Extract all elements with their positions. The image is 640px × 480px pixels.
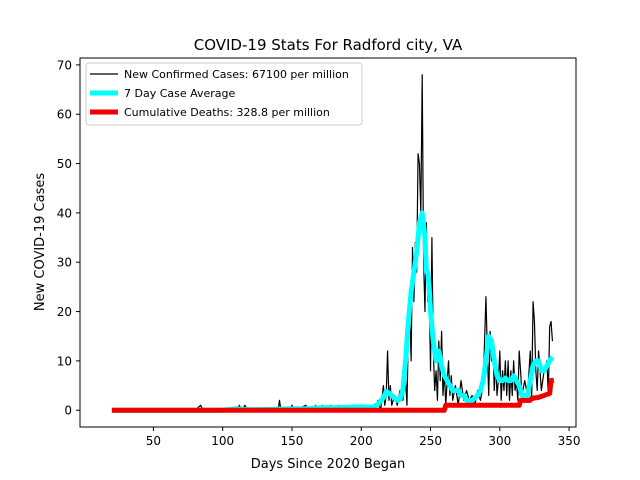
x-tick-label: 350 [558, 434, 581, 448]
plot-area [111, 74, 555, 413]
x-tick-label: 100 [211, 434, 234, 448]
y-tick-label: 0 [64, 404, 72, 418]
x-tick-label: 250 [419, 434, 442, 448]
y-tick-label: 60 [57, 108, 72, 122]
legend-box [85, 62, 363, 126]
x-axis: 50 100 150 200 250 300 350 [146, 427, 581, 448]
y-tick-label: 70 [57, 58, 72, 72]
x-tick-label: 50 [146, 434, 161, 448]
x-tick-label: 300 [488, 434, 511, 448]
y-tick-label: 50 [57, 157, 72, 171]
y-tick-label: 40 [57, 206, 72, 220]
legend-label-3: Cumulative Deaths: 328.8 per million [124, 106, 330, 119]
x-axis-label: Days Since 2020 Began [251, 457, 406, 472]
legend-label-2: 7 Day Case Average [124, 87, 236, 100]
y-tick-label: 30 [57, 256, 72, 270]
series-line-3 [111, 377, 555, 413]
legend: New Confirmed Cases: 67100 per million 7 … [85, 62, 363, 126]
series-line-2 [111, 210, 555, 413]
axes-frame [79, 57, 577, 428]
x-tick-label: 150 [281, 434, 304, 448]
y-axis: 0 10 20 30 40 50 60 70 [57, 58, 80, 418]
y-tick-label: 20 [57, 305, 72, 319]
y-axis-label: New COVID-19 Cases [33, 173, 48, 311]
chart-title: COVID-19 Stats For Radford city, VA [194, 36, 463, 54]
y-tick-label: 10 [57, 354, 72, 368]
x-tick-label: 200 [350, 434, 373, 448]
legend-label-1: New Confirmed Cases: 67100 per million [124, 68, 349, 81]
